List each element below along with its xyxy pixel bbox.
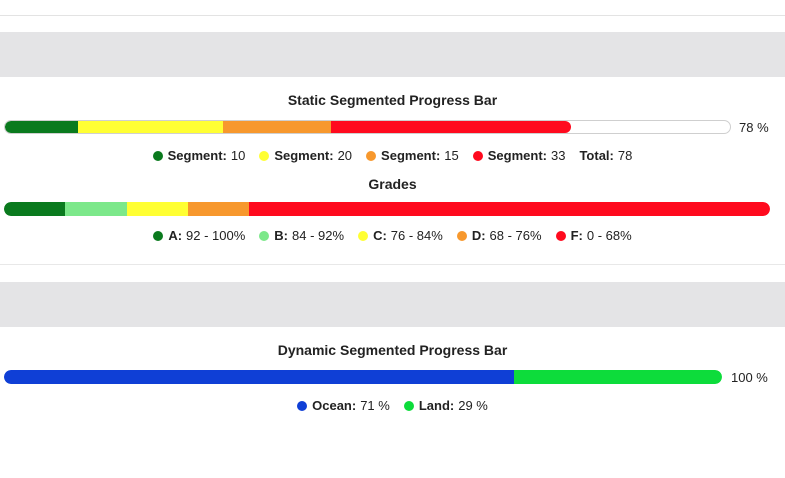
legend-dot-icon (472, 150, 483, 161)
legend-label: B: (274, 228, 289, 243)
legend-value: 33 (550, 148, 566, 163)
grades-progress-fill (4, 202, 770, 216)
legend-dot-icon (403, 400, 414, 411)
total-value: 78 (617, 148, 633, 163)
legend-value: 15 (444, 148, 459, 163)
dynamic-progress-bar (4, 370, 722, 384)
legend-label: C: (373, 228, 387, 243)
legend-dot-icon (259, 230, 270, 241)
legend-item: Land: 29 % (403, 398, 488, 413)
grades-bar-title: Grades (368, 176, 417, 192)
legend-item: C: 76 - 84% (358, 228, 443, 243)
grades-bar-segment (187, 202, 250, 216)
grades-bar-segment (249, 202, 770, 216)
legend-dot-icon (153, 230, 164, 241)
legend-item: Segment: 20 (259, 148, 352, 163)
legend-dot-icon (456, 230, 467, 241)
legend-label: Segment: (167, 148, 227, 163)
static-bar-title: Static Segmented Progress Bar (287, 92, 498, 108)
legend-label: Segment: (487, 148, 547, 163)
top-divider (0, 15, 785, 16)
legend-total: Total: 78 (579, 148, 632, 163)
legend-item: A: 92 - 100% (153, 228, 245, 243)
legend-dot-icon (297, 400, 308, 411)
static-progress-fill (5, 121, 571, 133)
section-header-band (0, 32, 785, 77)
dynamic-progress-fill (4, 370, 722, 384)
legend-item: Segment: 10 (152, 148, 246, 163)
static-bar-legend: Segment: 10 Segment: 20 Segment: 15 Segment: 33… (0, 148, 785, 163)
legend-label: A: (168, 228, 183, 243)
legend-dot-icon (555, 230, 566, 241)
legend-item: Segment: 33 (472, 148, 566, 163)
legend-value: 71 % (360, 398, 390, 413)
legend-value: 76 - 84% (390, 228, 443, 243)
legend-item: Ocean: 71 % (297, 398, 390, 413)
legend-value: 20 (337, 148, 353, 163)
static-bar-segment (222, 121, 332, 133)
legend-dot-icon (259, 150, 270, 161)
section-header-band (0, 282, 785, 327)
legend-value: 0 - 68% (586, 228, 632, 243)
static-bar-segment (77, 121, 223, 133)
legend-label: F: (570, 228, 583, 243)
legend-item: B: 84 - 92% (259, 228, 344, 243)
legend-value: 92 - 100% (186, 228, 246, 243)
grades-bar-segment (65, 202, 127, 216)
legend-label: Segment: (381, 148, 441, 163)
grades-bar-legend: A: 92 - 100% B: 84 - 92% C: 76 - 84% D: 68 - 76… (0, 228, 785, 243)
legend-value: 29 % (458, 398, 488, 413)
dynamic-bar-title: Dynamic Segmented Progress Bar (277, 342, 508, 358)
legend-value: 68 - 76% (489, 228, 542, 243)
legend-dot-icon (152, 150, 163, 161)
grades-bar-segment (126, 202, 188, 216)
static-bar-segment (5, 121, 78, 133)
legend-label: Land: (418, 398, 455, 413)
dynamic-bar-segment (513, 370, 722, 384)
legend-item: F: 0 - 68% (555, 228, 632, 243)
grades-bar-segment (4, 202, 66, 216)
dynamic-bar-segment (4, 370, 514, 384)
dynamic-bar-percent: 100 % (731, 370, 768, 385)
static-bar-percent: 78 % (739, 120, 769, 135)
dynamic-bar-legend: Ocean: 71 % Land: 29 % (0, 398, 785, 413)
static-bar-segment (331, 121, 571, 133)
legend-label: D: (471, 228, 486, 243)
total-label: Total: (579, 148, 614, 163)
legend-label: Segment: (274, 148, 334, 163)
legend-dot-icon (366, 150, 377, 161)
grades-progress-bar (4, 202, 770, 216)
legend-label: Ocean: (312, 398, 357, 413)
legend-value: 10 (230, 148, 246, 163)
legend-dot-icon (358, 230, 369, 241)
legend-item: D: 68 - 76% (456, 228, 542, 243)
legend-item: Segment: 15 (366, 148, 459, 163)
section-divider (0, 264, 785, 265)
static-progress-bar (4, 120, 731, 134)
legend-value: 84 - 92% (292, 228, 345, 243)
